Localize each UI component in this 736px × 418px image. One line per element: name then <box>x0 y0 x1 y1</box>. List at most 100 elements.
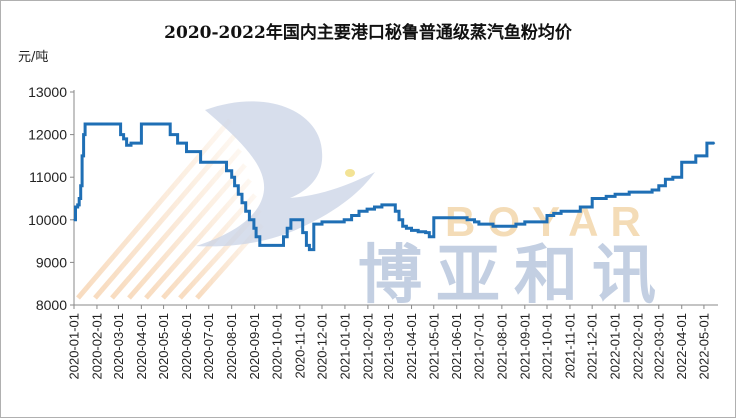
data-point <box>78 197 80 200</box>
data-point <box>244 210 247 213</box>
x-tick-label: 2021-09-01 <box>517 313 532 380</box>
data-point <box>73 219 75 221</box>
data-point <box>405 227 408 230</box>
data-point <box>680 161 683 164</box>
y-axis-unit-label: 元/吨 <box>18 50 49 65</box>
data-point <box>259 244 261 247</box>
data-point <box>569 210 571 213</box>
data-point <box>99 123 101 125</box>
data-point <box>76 204 79 206</box>
data-point <box>299 219 301 221</box>
chart-title: 2020-2022年国内主要港口秘鲁普通级蒸汽鱼粉均价 <box>164 23 572 43</box>
data-point <box>81 155 83 157</box>
data-point <box>706 142 708 144</box>
data-point <box>443 216 445 219</box>
x-tick-label: 2020-05-01 <box>156 313 171 380</box>
data-point <box>286 227 289 230</box>
data-point <box>672 176 674 178</box>
data-point <box>169 133 171 136</box>
data-point <box>387 204 390 206</box>
data-point <box>534 221 536 223</box>
watermark-logo <box>76 101 375 300</box>
data-point <box>237 193 240 195</box>
data-point <box>410 229 413 232</box>
data-point <box>343 219 346 221</box>
series-layer <box>73 122 716 252</box>
data-point <box>546 214 548 217</box>
data-point <box>591 197 593 200</box>
x-tick-label: 2020-10-01 <box>269 313 284 380</box>
data-point <box>241 202 243 204</box>
data-point <box>125 144 128 147</box>
x-tick-label: 2022-04-01 <box>674 313 689 380</box>
x-tick-label: 2020-12-01 <box>314 313 329 380</box>
x-tick-label: 2021-07-01 <box>471 313 486 380</box>
data-point <box>321 221 323 223</box>
data-point <box>428 236 431 238</box>
x-tick-label: 2021-02-01 <box>360 313 375 380</box>
data-point <box>290 219 292 221</box>
data-point <box>301 231 304 234</box>
x-tick-label: 2021-03-01 <box>381 313 396 380</box>
data-point <box>358 210 360 213</box>
x-tick-label: 2020-06-01 <box>179 313 194 380</box>
data-point <box>658 184 660 187</box>
data-point <box>713 142 716 144</box>
data-point <box>279 244 281 247</box>
data-point <box>350 214 353 217</box>
data-point <box>119 133 122 136</box>
watermark-chinese: 博亚和讯 <box>358 239 670 313</box>
data-point <box>417 230 420 233</box>
x-tick-label: 2020-01-01 <box>67 313 82 380</box>
data-point <box>199 161 202 164</box>
data-point <box>316 223 319 225</box>
data-point <box>335 221 337 223</box>
data-point <box>106 123 109 125</box>
data-point <box>230 176 233 178</box>
data-point <box>282 236 285 238</box>
data-point <box>79 184 82 187</box>
data-point <box>130 142 132 144</box>
x-tick-label: 2020-02-01 <box>89 313 104 380</box>
data-point <box>664 178 667 181</box>
data-point <box>207 161 210 164</box>
data-point <box>305 244 308 247</box>
data-point <box>703 155 705 157</box>
data-point <box>524 221 526 223</box>
data-point <box>84 123 86 125</box>
data-point <box>82 133 85 136</box>
data-point <box>614 193 616 195</box>
y-tick-label: 8000 <box>36 297 67 313</box>
data-point <box>579 206 582 208</box>
x-tick-label: 2022-05-01 <box>696 313 711 380</box>
x-tick-label: 2020-04-01 <box>134 313 149 380</box>
data-point <box>455 216 458 219</box>
data-point <box>501 225 503 227</box>
data-point <box>140 123 143 125</box>
data-point <box>466 219 468 221</box>
data-point <box>313 223 315 225</box>
x-tick-label: 2020-09-01 <box>247 313 262 380</box>
y-tick-label: 13000 <box>28 84 67 100</box>
data-point <box>695 155 697 157</box>
data-point <box>218 161 220 164</box>
x-tick-label: 2020-03-01 <box>111 313 126 380</box>
x-tick-label: 2021-11-01 <box>562 313 577 379</box>
data-point <box>308 248 311 251</box>
data-point <box>381 204 383 206</box>
data-point <box>101 123 103 125</box>
data-point <box>293 219 296 221</box>
x-tick-label: 2020-07-01 <box>201 313 216 380</box>
y-tick-label: 9000 <box>36 254 67 270</box>
x-tick-label: 2021-04-01 <box>404 313 419 380</box>
data-point <box>162 123 165 125</box>
data-point <box>117 123 120 125</box>
x-tick-label: 2022-03-01 <box>651 313 666 380</box>
data-point <box>185 150 188 153</box>
data-point <box>248 219 251 221</box>
x-tick-label: 2020-08-01 <box>224 313 239 380</box>
data-point <box>225 170 228 172</box>
data-point <box>605 195 607 198</box>
data-point <box>560 210 562 213</box>
